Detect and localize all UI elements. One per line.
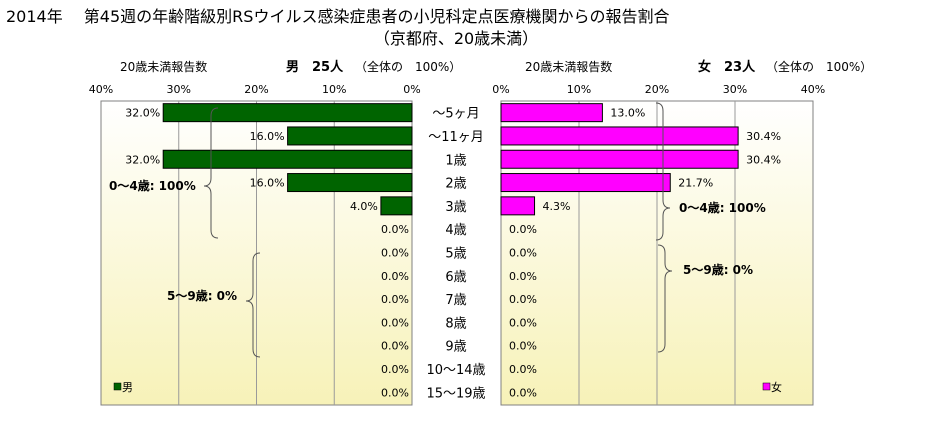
bars: [162, 103, 739, 216]
x-tick-left: 40%: [89, 83, 113, 96]
bar-female: [500, 103, 603, 123]
left-header-note: （全体の 100%）: [355, 59, 461, 74]
category-label: 3歳: [445, 200, 466, 215]
chart-subtitle: （京都府、20歳未満）: [374, 29, 538, 48]
data-label-female: 0.0%: [509, 363, 537, 376]
data-label-male: 32.0%: [125, 107, 160, 120]
x-tick-right: 40%: [801, 83, 825, 96]
category-label: 7歳: [445, 293, 466, 308]
data-label-female: 0.0%: [509, 270, 537, 283]
annotation-braces: [203, 102, 673, 358]
right-annotation-0-4: 0～4歳: 100%: [679, 200, 766, 215]
data-label-male: 4.0%: [350, 200, 378, 213]
data-labels: 32.0% 13.0% 16.0% 30.4% 32.0% 30.4% 16.0% 21.7%…: [125, 107, 781, 400]
bar-male: [287, 173, 413, 193]
category-label: ～5ヶ月: [432, 107, 479, 122]
category-labels: ～5ヶ月 ～11ヶ月 1歳 2歳 3歳 4歳 5歳 6歳 7歳 8歳 9歳 10～14歳 15～19歳: [426, 107, 485, 402]
category-label: 8歳: [445, 316, 466, 331]
left-annotation-0-4: 0～4歳: 100%: [109, 178, 196, 193]
x-tick-labels: 0% 0% 10% 10% 20% 20% 30% 30% 40% 40%: [89, 83, 825, 96]
category-label: 2歳: [445, 177, 466, 192]
right-header-main: 女 23人: [698, 59, 756, 75]
data-label-male: 0.0%: [381, 270, 409, 283]
data-label-female: 0.0%: [509, 223, 537, 236]
x-tick-right: 10%: [567, 83, 591, 96]
data-label-male: 0.0%: [381, 293, 409, 306]
category-label: 15～19歳: [426, 386, 485, 401]
data-label-male: 0.0%: [381, 246, 409, 259]
x-tick-left: 0%: [403, 83, 420, 96]
legend-swatch-female: [762, 382, 771, 391]
data-label-male: 0.0%: [381, 316, 409, 329]
data-label-female: 13.0%: [610, 107, 645, 120]
data-label-female: 0.0%: [509, 316, 537, 329]
x-tick-left: 10%: [322, 83, 346, 96]
left-header-main: 男 25人: [286, 59, 344, 75]
legend-label-male: 男: [122, 381, 133, 394]
bar-female: [500, 173, 671, 193]
data-label-female: 0.0%: [509, 293, 537, 306]
data-label-female: 4.3%: [543, 200, 571, 213]
data-label-female: 0.0%: [509, 246, 537, 259]
left-brace-0-4: [203, 107, 219, 239]
data-label-male: 0.0%: [381, 223, 409, 236]
data-label-female: 21.7%: [678, 177, 713, 190]
category-label: 6歳: [445, 270, 466, 285]
bar-female: [500, 126, 739, 146]
bar-male: [162, 149, 413, 169]
x-tick-right: 0%: [492, 83, 509, 96]
x-tick-right: 20%: [645, 83, 669, 96]
data-label-male: 0.0%: [381, 363, 409, 376]
right-header-note: （全体の 100%）: [766, 59, 872, 74]
data-label-female: 30.4%: [746, 153, 781, 166]
right-axis-label: 20歳未満報告数: [525, 59, 612, 74]
data-label-male: 16.0%: [250, 177, 285, 190]
bar-male: [162, 103, 413, 123]
right-brace-5-9: [657, 244, 673, 353]
left-axis-label: 20歳未満報告数: [120, 59, 207, 74]
category-label: 9歳: [445, 340, 466, 355]
bar-female: [500, 196, 536, 216]
category-label: 4歳: [445, 223, 466, 238]
category-label: 1歳: [445, 153, 466, 168]
bar-female: [500, 149, 739, 169]
data-label-male: 32.0%: [125, 153, 160, 166]
bar-male: [287, 126, 413, 146]
x-tick-right: 30%: [723, 83, 747, 96]
right-brace-0-4: [655, 102, 671, 241]
right-annotation-5-9: 5～9歳: 0%: [683, 262, 753, 277]
category-label: 10～14歳: [426, 363, 485, 378]
left-annotation-5-9: 5～9歳: 0%: [167, 288, 237, 303]
data-label-female: 0.0%: [509, 340, 537, 353]
left-brace-5-9: [245, 252, 261, 358]
data-label-male: 0.0%: [381, 340, 409, 353]
bar-male: [380, 196, 413, 216]
legend-swatch-male: [113, 382, 122, 391]
category-label: ～11ヶ月: [428, 130, 484, 145]
legend-label-female: 女: [771, 380, 782, 394]
data-label-male: 0.0%: [381, 386, 409, 399]
chart-title: 2014年 第45週の年齢階級別RSウイルス感染症患者の小児科定点医療機関からの…: [6, 7, 669, 26]
data-label-female: 0.0%: [509, 386, 537, 399]
data-label-female: 30.4%: [746, 130, 781, 143]
x-tick-left: 30%: [167, 83, 191, 96]
category-label: 5歳: [445, 246, 466, 261]
x-tick-left: 20%: [244, 83, 268, 96]
data-label-male: 16.0%: [250, 130, 285, 143]
